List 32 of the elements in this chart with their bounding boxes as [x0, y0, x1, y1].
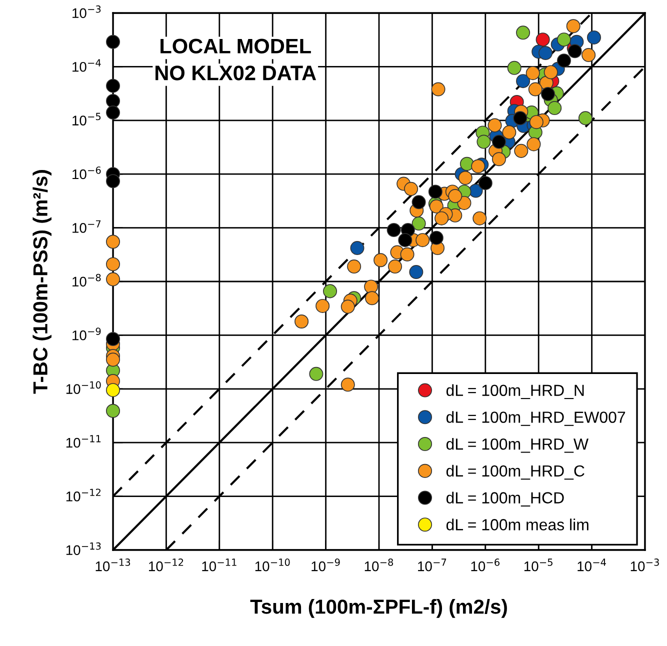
legend-label: dL = 100m_HRD_N: [446, 384, 584, 400]
y-tick-label: 10$^{−7}$: [72, 220, 101, 233]
legend-label: dL = 100m_HRD_W: [446, 438, 588, 453]
x-tick-label: 10$^{−3}$: [630, 558, 659, 572]
legend-label: dL = 100m_HRD_C: [446, 464, 584, 480]
y-tick-label: 10$^{−3}$: [72, 5, 101, 18]
x-tick-label: 10$^{−6}$: [471, 558, 500, 572]
x-tick-label: 10$^{−12}$: [148, 558, 184, 572]
y-tick-label: 10$^{−11}$: [66, 435, 101, 448]
y-tick-label: 10$^{−13}$: [66, 542, 101, 556]
x-tick-label: 10$^{−9}$: [312, 558, 340, 572]
x-tick-label: 10$^{−7}$: [418, 558, 446, 572]
x-axis-title: Tsum (100m-ΣPFL-f) (m2/s): [250, 599, 507, 618]
y-tick-label: 10$^{−4}$: [72, 59, 101, 72]
annotation: NO KLX02 DATA: [156, 66, 316, 80]
x-tick-label: 10$^{−5}$: [524, 558, 552, 572]
y-tick-label: 10$^{−9}$: [72, 328, 101, 340]
y-tick-label: 10$^{−10}$: [66, 381, 101, 394]
y-tick-label: 10$^{−5}$: [72, 112, 101, 126]
y-tick-label: 10$^{−8}$: [72, 274, 101, 287]
x-tick-label: 10$^{−11}$: [202, 558, 236, 572]
y-tick-label: 10$^{−12}$: [66, 488, 100, 502]
x-tick-label: 10$^{−8}$: [364, 558, 394, 572]
y-tick-label: 10$^{−6}$: [72, 166, 101, 180]
x-tick-label: 10$^{−10}$: [255, 558, 290, 572]
annotation: LOCAL MODEL: [160, 38, 311, 54]
y-axis-title: T-BC (100m-PSS) (m²/s): [32, 170, 52, 394]
x-tick-label: 10$^{−4}$: [578, 558, 606, 572]
legend-label: dL = 100m_HRD_EW007: [446, 411, 626, 426]
legend-label: dL = 100m_HCD: [446, 492, 564, 507]
legend-label: dL = 100m meas lim: [446, 518, 588, 530]
x-tick-label: 10$^{−13}$: [96, 558, 130, 572]
